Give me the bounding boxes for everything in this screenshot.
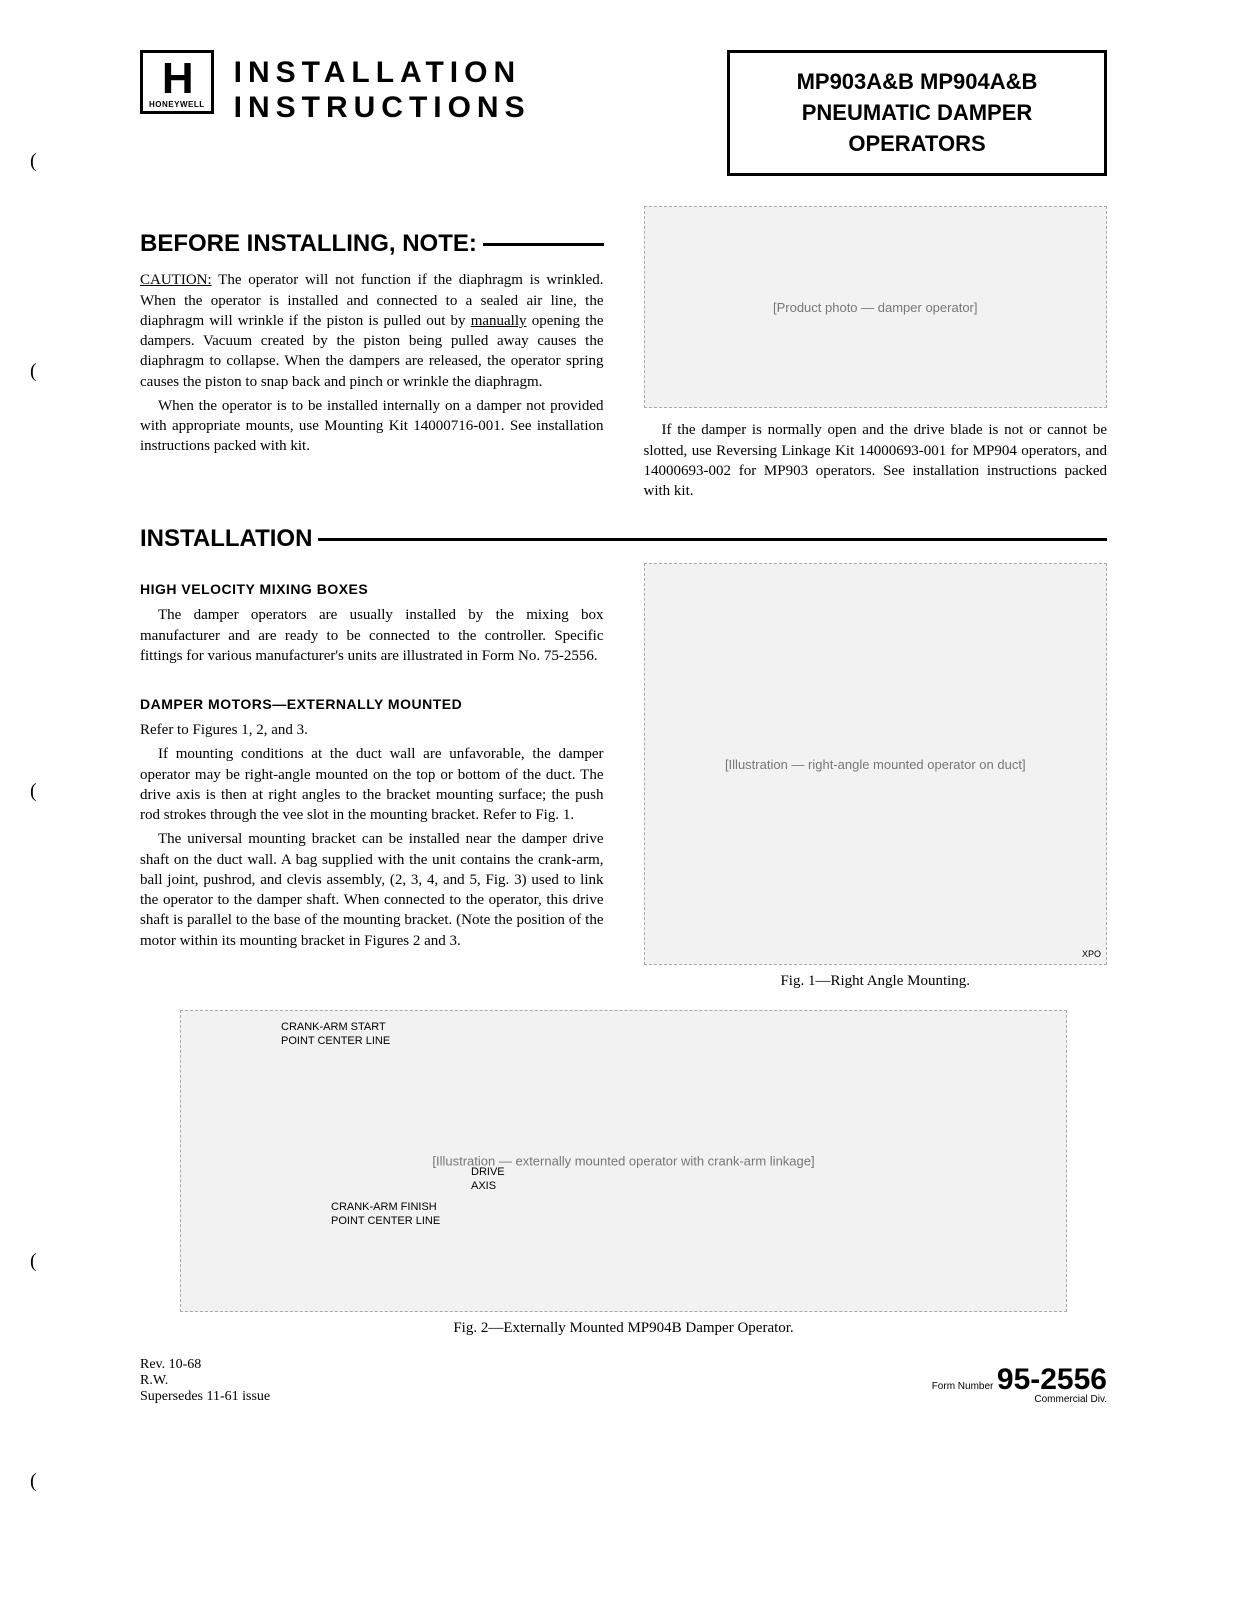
damper-motors-subhead: DAMPER MOTORS—EXTERNALLY MOUNTED [140, 696, 604, 712]
caution-underlined: manually [471, 313, 527, 329]
upper-columns: BEFORE INSTALLING, NOTE: CAUTION: The op… [140, 206, 1107, 505]
damper-p2-text: If mounting conditions at the duct wall … [140, 746, 604, 823]
fig2-annotation-1: CRANK-ARM START POINT CENTER LINE [281, 1021, 421, 1047]
margin-mark: ( [30, 1250, 37, 1273]
margin-mark: ( [30, 1470, 37, 1493]
lower-columns: HIGH VELOCITY MIXING BOXES The damper op… [140, 563, 1107, 990]
product-line-3: OPERATORS [750, 129, 1084, 160]
installation-heading-row: INSTALLATION [140, 525, 1107, 553]
margin-mark: ( [30, 150, 37, 173]
figure-2-image: CRANK-ARM START POINT CENTER LINE CRANK-… [180, 1010, 1067, 1312]
damper-p3: The universal mounting bracket can be in… [140, 829, 604, 951]
high-velocity-subhead: HIGH VELOCITY MIXING BOXES [140, 581, 604, 597]
form-number-value: 95-2556 [997, 1363, 1107, 1396]
left-column: BEFORE INSTALLING, NOTE: CAUTION: The op… [140, 206, 604, 505]
figure-1-tag: XPO [1082, 949, 1101, 959]
left-column-2: HIGH VELOCITY MIXING BOXES The damper op… [140, 563, 604, 990]
form-number-label: Form Number [932, 1381, 994, 1392]
installation-heading: INSTALLATION [140, 525, 312, 553]
high-velocity-body: The damper operators are usually install… [140, 607, 604, 664]
figure-1-caption: Fig. 1—Right Angle Mounting. [644, 973, 1108, 990]
footer: Rev. 10-68 R.W. Supersedes 11-61 issue F… [140, 1357, 1107, 1405]
figure-1-container: [Illustration — right-angle mounted oper… [644, 563, 1108, 965]
product-title-box: MP903A&B MP904A&B PNEUMATIC DAMPER OPERA… [727, 50, 1107, 176]
margin-mark: ( [30, 780, 37, 803]
figure-2-caption: Fig. 2—Externally Mounted MP904B Damper … [140, 1320, 1107, 1337]
revision-initials: R.W. [140, 1373, 270, 1389]
right-paragraph: If the damper is normally open and the d… [644, 420, 1108, 501]
before-installing-text: BEFORE INSTALLING, NOTE: [140, 230, 477, 258]
title-line-1: INSTALLATION [234, 56, 531, 91]
title-line-2: INSTRUCTIONS [234, 91, 531, 126]
caution-p2-text: When the operator is to be installed int… [140, 398, 604, 455]
installation-rule [318, 538, 1107, 541]
figure-2-container: CRANK-ARM START POINT CENTER LINE CRANK-… [140, 1010, 1107, 1337]
division-label: Commercial Div. [932, 1395, 1107, 1405]
product-line-2: PNEUMATIC DAMPER [750, 98, 1084, 129]
right-column-2: [Illustration — right-angle mounted oper… [644, 563, 1108, 990]
figure-1-label: [Illustration — right-angle mounted oper… [725, 757, 1026, 772]
honeywell-logo: H HONEYWELL [140, 50, 214, 114]
fig2-annotation-3: DRIVE AXIS [471, 1166, 531, 1192]
form-number-block: Form Number 95-2556 Commercial Div. [932, 1365, 1107, 1405]
caution-paragraph-2: When the operator is to be installed int… [140, 396, 604, 457]
margin-mark: ( [30, 360, 37, 383]
supersedes-note: Supersedes 11-61 issue [140, 1389, 270, 1405]
product-photo: [Product photo — damper operator] [644, 206, 1108, 408]
damper-p1: Refer to Figures 1, 2, and 3. [140, 720, 604, 740]
figure-2-label: [Illustration — externally mounted opera… [432, 1154, 814, 1169]
figure-1-image: [Illustration — right-angle mounted oper… [644, 563, 1108, 965]
caution-paragraph-1: CAUTION: The operator will not function … [140, 270, 604, 392]
product-photo-label: [Product photo — damper operator] [773, 300, 978, 315]
high-velocity-text: The damper operators are usually install… [140, 605, 604, 666]
fig2-annotation-2: CRANK-ARM FINISH POINT CENTER LINE [331, 1201, 451, 1227]
revision-block: Rev. 10-68 R.W. Supersedes 11-61 issue [140, 1357, 270, 1405]
caution-label: CAUTION: [140, 272, 212, 288]
right-para-text: If the damper is normally open and the d… [644, 422, 1108, 499]
right-column: [Product photo — damper operator] If the… [644, 206, 1108, 505]
damper-p2: If mounting conditions at the duct wall … [140, 744, 604, 825]
document-title: INSTALLATION INSTRUCTIONS [234, 56, 531, 125]
before-installing-heading: BEFORE INSTALLING, NOTE: [140, 230, 604, 258]
product-line-1: MP903A&B MP904A&B [750, 67, 1084, 98]
damper-p3-text: The universal mounting bracket can be in… [140, 831, 604, 948]
header-row: H HONEYWELL INSTALLATION INSTRUCTIONS MP… [140, 50, 1107, 176]
logo-subtext: HONEYWELL [149, 101, 205, 109]
page: ( ( ( ( ( H HONEYWELL INSTALLATION INSTR… [0, 0, 1237, 1445]
logo-letter: H [149, 57, 205, 101]
heading-rule [483, 243, 604, 246]
revision-date: Rev. 10-68 [140, 1357, 270, 1373]
